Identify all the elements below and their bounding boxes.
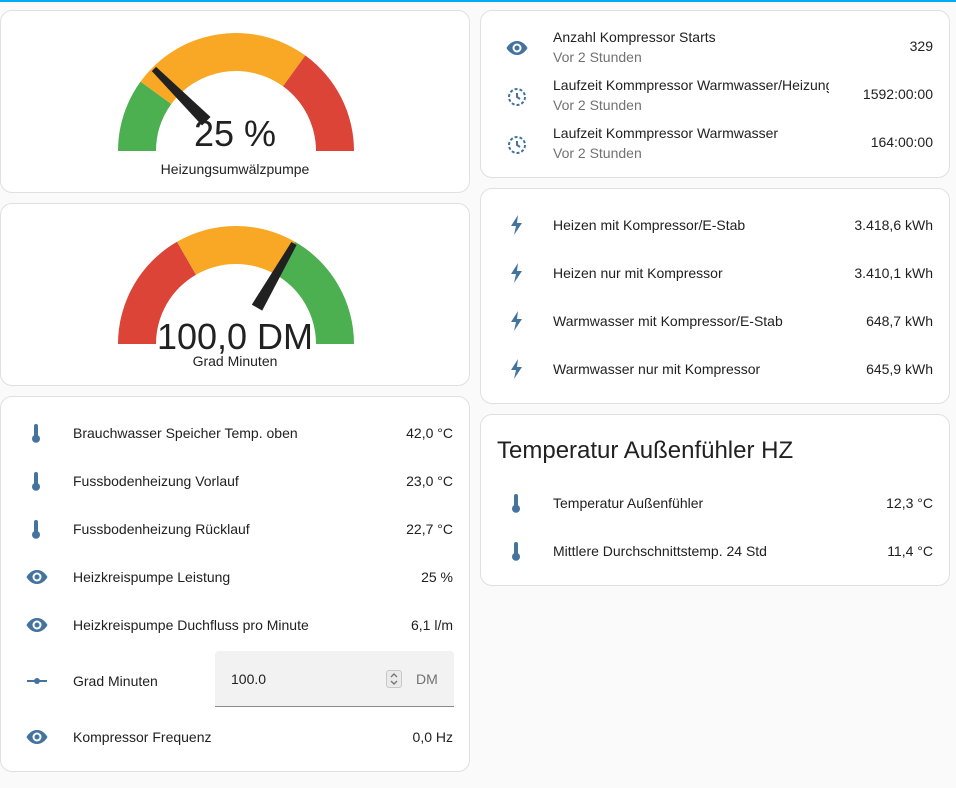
thermometer-icon	[25, 421, 49, 445]
gauge-segment	[283, 55, 354, 151]
entity-label: Heizen nur mit Kompressor	[553, 265, 723, 281]
entity-value: 1592:00:00	[862, 86, 933, 102]
thermometer-icon	[25, 469, 49, 493]
eye-icon	[25, 725, 49, 749]
entity-row-grad-minuten: Grad Minuten	[1, 661, 469, 701]
entity-value: 25 %	[421, 569, 453, 585]
entity-label: Warmwasser mit Kompressor/E-Stab	[553, 313, 783, 329]
entity-row[interactable]: Laufzeit Kommpressor Warmwasser/Heizung …	[481, 72, 949, 120]
entity-label: Mittlere Durchschnittstemp. 24 Std	[553, 543, 767, 559]
input-unit: DM	[416, 671, 438, 687]
entity-label: Fussbodenheizung Rücklauf	[73, 521, 250, 537]
entity-row[interactable]: Heizen mit Kompressor/E-Stab 3.418,6 kWh	[481, 205, 949, 245]
top-accent-line	[0, 0, 956, 2]
gauge-card-heizungsumwaelzpumpe[interactable]: 25 % Heizungsumwälzpumpe	[0, 10, 470, 193]
eye-icon	[25, 565, 49, 589]
flash-icon	[505, 357, 529, 381]
entity-row[interactable]: Temperatur Außenfühler 12,3 °C	[481, 483, 949, 523]
entity-value: 42,0 °C	[406, 425, 453, 441]
entity-row[interactable]: Laufzeit Kommpressor Warmwasser Vor 2 St…	[481, 120, 949, 168]
thermometer-icon	[505, 539, 529, 563]
spinner-icon[interactable]	[386, 670, 402, 688]
slider-icon	[25, 669, 49, 693]
gauge	[118, 32, 354, 151]
gauge-segment	[118, 241, 196, 344]
entity-row[interactable]: Heizkreispumpe Leistung 25 %	[1, 557, 469, 597]
grad-minuten-input[interactable]: DM	[215, 651, 454, 707]
gauge-segment	[276, 241, 354, 344]
entity-value: 6,1 l/m	[410, 617, 453, 633]
timer-icon	[505, 84, 529, 108]
card-title: Temperatur Außenfühler HZ	[497, 437, 794, 464]
entity-value: 0,0 Hz	[412, 729, 453, 745]
entity-label: Anzahl Kompressor Starts	[553, 29, 716, 45]
entity-value: 22,7 °C	[406, 521, 453, 537]
compressor-stats-card: Anzahl Kompressor Starts Vor 2 Stunden 3…	[480, 10, 950, 178]
entity-label: Temperatur Außenfühler	[553, 495, 704, 511]
entity-row[interactable]: Warmwasser mit Kompressor/E-Stab 648,7 k…	[481, 301, 949, 341]
entity-row[interactable]: Heizen nur mit Kompressor 3.410,1 kWh	[481, 253, 949, 293]
gauge-segment	[177, 226, 295, 275]
thermometer-icon	[505, 491, 529, 515]
eye-icon	[25, 613, 49, 637]
entity-label: Warmwasser nur mit Kompressor	[553, 361, 761, 377]
entity-row[interactable]: Warmwasser nur mit Kompressor 645,9 kWh	[481, 349, 949, 389]
thermometer-icon	[25, 517, 49, 541]
entity-label: Fussbodenheizung Vorlauf	[73, 473, 239, 489]
entity-row[interactable]: Brauchwasser Speicher Temp. oben 42,0 °C	[1, 413, 469, 453]
outdoor-temperature-card: Temperatur Außenfühler HZ Temperatur Auß…	[480, 414, 950, 586]
entity-row[interactable]: Mittlere Durchschnittstemp. 24 Std 11,4 …	[481, 531, 949, 571]
entity-value: 648,7 kWh	[866, 313, 933, 329]
entity-value: 3.418,6 kWh	[854, 217, 933, 233]
gauge-name: Heizungsumwälzpumpe	[160, 161, 310, 177]
entity-value: 12,3 °C	[886, 495, 933, 511]
grad-minuten-value[interactable]	[231, 671, 371, 687]
entity-value: 645,9 kWh	[866, 361, 933, 377]
gauge-needle	[251, 242, 297, 311]
entity-label: Brauchwasser Speicher Temp. oben	[73, 425, 298, 441]
entity-label: Heizkreispumpe Leistung	[73, 569, 231, 585]
entity-label: Heizen mit Kompressor/E-Stab	[553, 217, 746, 233]
entity-secondary: Vor 2 Stunden	[553, 97, 642, 113]
flash-icon	[505, 261, 529, 285]
gauge	[118, 226, 354, 344]
gauge-segment	[118, 81, 172, 151]
flash-icon	[505, 213, 529, 237]
entity-value: 164:00:00	[870, 134, 933, 150]
entity-secondary: Vor 2 Stunden	[553, 145, 642, 161]
entity-label: Grad Minuten	[73, 673, 158, 689]
gauge-value: 100,0 DM	[156, 316, 314, 357]
entity-label: Heizkreispumpe Duchfluss pro Minute	[73, 617, 309, 633]
flash-icon	[505, 309, 529, 333]
entity-label: Kompressor Frequenz	[73, 729, 212, 745]
entity-value: 11,4 °C	[887, 543, 933, 559]
entity-value: 329	[909, 38, 933, 54]
timer-icon	[505, 132, 529, 156]
entity-value: 3.410,1 kWh	[854, 265, 933, 281]
gauge-card-grad-minuten[interactable]: 100,0 DM Grad Minuten	[0, 203, 470, 386]
entity-value: 23,0 °C	[406, 473, 453, 489]
entity-secondary: Vor 2 Stunden	[553, 49, 642, 65]
gauge-name: Grad Minuten	[192, 353, 278, 369]
gauge-segment	[140, 32, 306, 104]
gauge-needle	[151, 66, 211, 126]
entity-row[interactable]: Anzahl Kompressor Starts Vor 2 Stunden 3…	[481, 24, 949, 72]
entity-row[interactable]: Kompressor Frequenz 0,0 Hz	[1, 717, 469, 757]
eye-icon	[505, 36, 529, 60]
sensors-card: Brauchwasser Speicher Temp. oben 42,0 °C…	[0, 396, 470, 772]
entity-row[interactable]: Heizkreispumpe Duchfluss pro Minute 6,1 …	[1, 605, 469, 645]
gauge-value: 25 %	[193, 113, 277, 154]
energy-card: Heizen mit Kompressor/E-Stab 3.418,6 kWh…	[480, 188, 950, 404]
entity-label: Laufzeit Kommpressor Warmwasser/Heizung	[553, 77, 829, 93]
entity-label: Laufzeit Kommpressor Warmwasser	[553, 125, 779, 141]
entity-row[interactable]: Fussbodenheizung Rücklauf 22,7 °C	[1, 509, 469, 549]
entity-row[interactable]: Fussbodenheizung Vorlauf 23,0 °C	[1, 461, 469, 501]
